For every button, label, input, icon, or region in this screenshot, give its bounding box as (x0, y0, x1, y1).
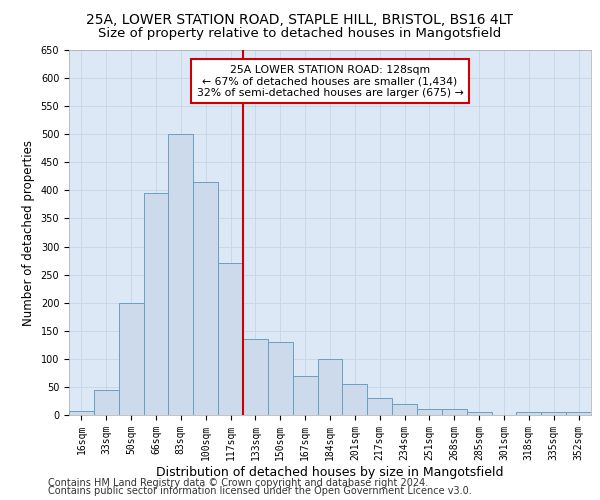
Text: 25A LOWER STATION ROAD: 128sqm
← 67% of detached houses are smaller (1,434)
32% : 25A LOWER STATION ROAD: 128sqm ← 67% of … (197, 64, 463, 98)
Bar (218, 264, 243, 415)
Bar (417, 410, 442, 415)
Bar (467, 412, 491, 415)
Text: Contains HM Land Registry data © Crown copyright and database right 2024.: Contains HM Land Registry data © Crown c… (48, 478, 428, 488)
Bar (343, 384, 367, 415)
Bar (392, 404, 417, 415)
Text: 25A, LOWER STATION ROAD, STAPLE HILL, BRISTOL, BS16 4LT: 25A, LOWER STATION ROAD, STAPLE HILL, BR… (86, 12, 514, 26)
Text: Contains public sector information licensed under the Open Government Licence v3: Contains public sector information licen… (48, 486, 472, 496)
Bar (119, 302, 143, 415)
Bar (517, 412, 541, 415)
Bar (293, 376, 317, 415)
Bar (169, 134, 193, 415)
Bar (69, 410, 94, 415)
Bar (541, 412, 566, 415)
Bar (442, 410, 467, 415)
Bar (243, 339, 268, 415)
Bar (193, 182, 218, 415)
Bar (367, 398, 392, 415)
Bar (566, 412, 591, 415)
X-axis label: Distribution of detached houses by size in Mangotsfield: Distribution of detached houses by size … (156, 466, 504, 478)
Bar (317, 359, 343, 415)
Bar (268, 342, 293, 415)
Text: Size of property relative to detached houses in Mangotsfield: Size of property relative to detached ho… (98, 28, 502, 40)
Bar (143, 193, 169, 415)
Bar (94, 390, 119, 415)
Y-axis label: Number of detached properties: Number of detached properties (22, 140, 35, 326)
